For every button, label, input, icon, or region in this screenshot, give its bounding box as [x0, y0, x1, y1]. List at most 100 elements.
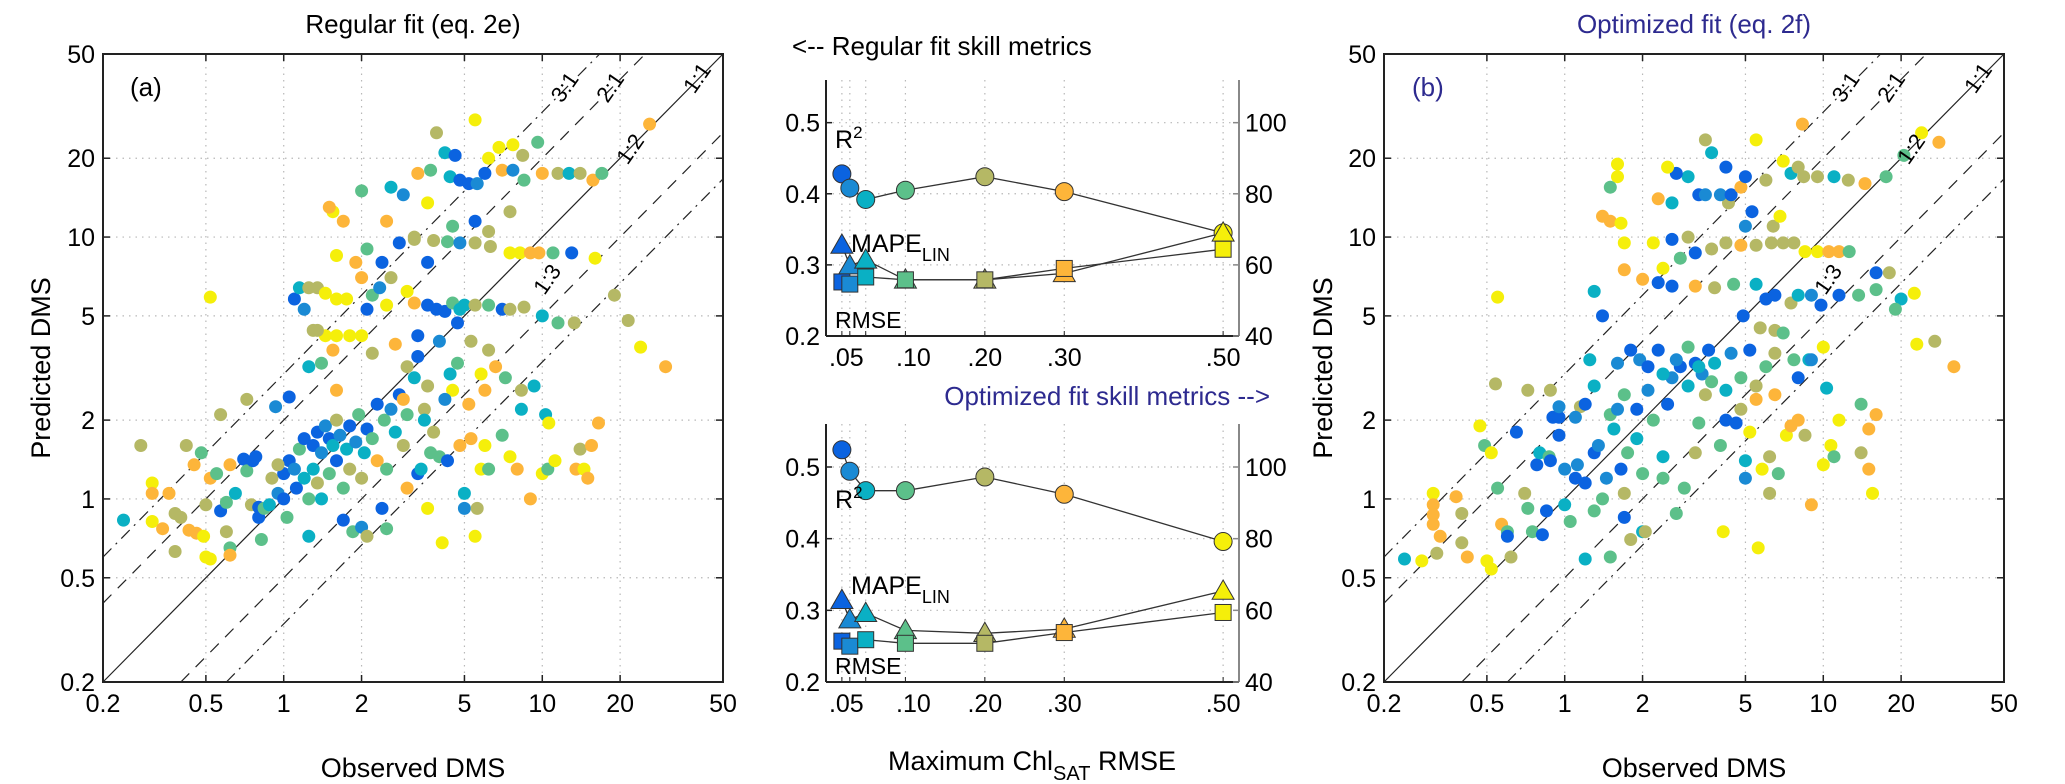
optimized-metrics-xtick-label: .05 [829, 690, 864, 718]
panel-b-data-point [1773, 209, 1787, 223]
panel-a-data-point [380, 462, 394, 476]
panel-a-ytick-label: 0.5 [60, 565, 95, 593]
panel-b-data-point [1491, 481, 1505, 495]
panel-a-frame [102, 53, 724, 683]
panel-b-data-point [1749, 133, 1763, 147]
panel-a-data-point [470, 177, 484, 191]
panel-b-data-point [1543, 454, 1557, 468]
panel-b-data-point [1798, 245, 1812, 259]
panel-a-data-point [573, 442, 587, 456]
panel-b-data-point [1611, 356, 1624, 370]
panel-a-label: (a) [130, 72, 162, 102]
panel-a-xtick-label: 5 [457, 690, 471, 718]
metrics-panel-optimized: 0.2 0.3 0.4 0.5 40 60 80 100 .05 .10 .20 .30 .50 R2 M… [785, 424, 1287, 784]
panel-b-data-point [1430, 546, 1444, 560]
panel-a-data-point [514, 383, 528, 397]
panel-b-data-point [1842, 245, 1856, 259]
panel-a-data-point [468, 236, 482, 250]
panel-b-data-point [1552, 410, 1566, 424]
panel-b-data-point [1713, 188, 1727, 202]
panel-a-data-point [219, 525, 233, 539]
panel-b-data-point [1426, 486, 1440, 500]
panel-a-data-point [421, 379, 435, 393]
panel-b-data-point [1698, 133, 1712, 147]
panel-b-data-point [1759, 360, 1773, 374]
panel-b-data-point [1841, 173, 1855, 187]
panel-b-ylabel: Predicted DMS [1308, 277, 1338, 459]
panel-a-data-point [517, 173, 531, 187]
panel-a-data-point [214, 408, 228, 422]
panel-a-xtick-label: 1 [277, 690, 291, 718]
panel-a-data-point [503, 450, 517, 464]
panel-b-data-point [1827, 170, 1841, 184]
panel-b-xtick-label: 10 [1809, 690, 1837, 718]
panel-b-data-point [1854, 446, 1868, 460]
optimized-metrics-mape-marker [830, 588, 854, 610]
panel-b-data-point [1787, 353, 1801, 367]
panel-b-data-point [1768, 346, 1782, 360]
panel-a-data-point [400, 481, 414, 495]
panel-b-data-point [1705, 242, 1719, 256]
panel-a-data-point [322, 467, 336, 481]
optimized-metrics-r2-marker [856, 481, 876, 501]
panel-a-ytick-label: 50 [67, 41, 95, 69]
panel-a-data-point [282, 390, 296, 404]
panel-b-data-point [1646, 236, 1660, 250]
regular-metrics-r2-marker [840, 178, 860, 198]
panel-a-data-point [357, 446, 371, 460]
panel-b-data-point [1624, 343, 1638, 357]
panel-b-data-point [1578, 397, 1592, 411]
panel-b-data-point [1665, 232, 1679, 246]
panel-b-data-point [1713, 439, 1727, 452]
panel-b-data-point [1698, 388, 1712, 402]
panel-a-data-point [375, 255, 389, 269]
panel-a-data-point [197, 529, 211, 543]
regular-metrics-xtick-label: .50 [1206, 344, 1241, 372]
panel-a-data-point [435, 536, 449, 550]
panel-b-data-point [1804, 288, 1818, 302]
panel-b-data-point [1882, 266, 1896, 280]
panel-a-ytick-label: 20 [67, 145, 95, 173]
panel-b-data-point [1578, 476, 1592, 490]
panel-a-data-point [326, 343, 340, 357]
panel-a-ytick-label: 1 [81, 486, 95, 514]
panel-a-data-point [297, 302, 311, 316]
panel-b-data-point [1651, 276, 1665, 290]
optimized-metrics-r2-marker [1213, 532, 1233, 552]
panel-a-data-point [315, 492, 328, 506]
panel-b-data-point [1599, 471, 1613, 485]
panel-a-data-point [542, 416, 556, 430]
panel-b-data-point [1521, 383, 1535, 397]
panel-b-data-point [1814, 298, 1828, 312]
panel-b-data-point [1753, 321, 1767, 335]
panel-b-data-point [1641, 360, 1655, 374]
panel-a-data-point [495, 428, 509, 442]
panel-b-data-point [1768, 388, 1782, 402]
regular-metrics-xtick-label: .20 [967, 344, 1002, 372]
panel-a-data-point [340, 292, 354, 306]
panel-a-data-point [510, 462, 524, 476]
panel-a-data-point [546, 246, 560, 260]
panel-a-data-point [607, 288, 621, 302]
optimized-metrics-ytick-label-left: 0.4 [785, 526, 820, 554]
panel-b-data-point [1617, 263, 1631, 277]
panel-b-data-point [1827, 450, 1841, 464]
panel-a-data-point [468, 113, 482, 127]
panel-a-data-point [453, 236, 467, 250]
panel-a-data-point [407, 371, 421, 385]
panel-b-data-point [1719, 160, 1733, 174]
panel-b-data-point [1771, 467, 1785, 481]
panel-b-data-point [1651, 192, 1665, 206]
panel-a-data-point [592, 416, 605, 430]
panel-a-data-point [446, 383, 460, 397]
panel-a-data-point [315, 446, 328, 460]
panel-a-data-point [292, 281, 306, 295]
panel-b-data-point [1661, 160, 1675, 174]
panel-a-data-point [565, 246, 579, 260]
regular-metrics-ytick-label-left: 0.2 [785, 323, 820, 351]
panel-a-data-point [464, 334, 478, 348]
panel-b-ref-label: 1:1 [1959, 58, 1997, 97]
optimized-metrics-mape-label-sub: LIN [922, 587, 950, 607]
panel-b-ref-line-1-2 [1461, 132, 2005, 683]
panel-a-data-point [535, 309, 549, 323]
